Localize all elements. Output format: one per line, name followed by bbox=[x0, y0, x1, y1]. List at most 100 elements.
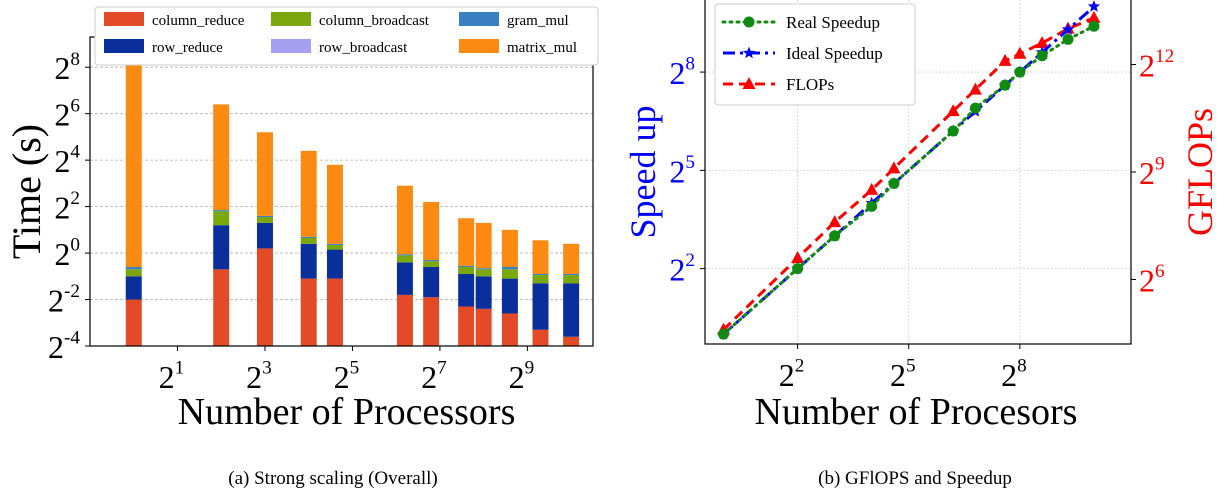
bar-row_reduce bbox=[423, 267, 440, 298]
left-ytick-label: 2-2 bbox=[48, 281, 80, 318]
right-x-axis-label: Number of Procesors bbox=[755, 391, 1078, 433]
right-left-ytick-label-exp: 8 bbox=[685, 54, 695, 75]
left-xtick-label-exp: 9 bbox=[525, 358, 535, 379]
right-right-ytick-label-exp: 6 bbox=[1155, 261, 1165, 282]
legend-marker-Real Speedup bbox=[743, 16, 755, 28]
left-ytick-label-exp: 0 bbox=[70, 235, 80, 256]
legend-swatch-row_broadcast bbox=[271, 39, 311, 53]
left-ytick-label-base: 2 bbox=[48, 283, 64, 319]
right-xtick-label-exp: 8 bbox=[1017, 356, 1027, 377]
series-point bbox=[866, 200, 878, 212]
right-right-y-axis-label: GFLOPs bbox=[1180, 108, 1220, 236]
left-legend: column_reduce column_broadcast gram_mulrow… bbox=[94, 6, 599, 66]
left-xtick-label-base: 2 bbox=[509, 359, 525, 395]
right-right-ytick-label: 26 bbox=[1139, 261, 1165, 298]
series-point bbox=[887, 161, 901, 174]
left-xtick-label-exp: 3 bbox=[262, 358, 272, 379]
bar-gram_mul bbox=[475, 268, 492, 270]
bar-column_broadcast bbox=[532, 275, 549, 284]
right-xtick-label-base: 2 bbox=[890, 357, 906, 393]
left-xtick-label-base: 2 bbox=[159, 359, 175, 395]
left-xtick-label-base: 2 bbox=[246, 359, 262, 395]
right-left-ytick-label: 28 bbox=[669, 54, 695, 91]
left-ytick-label: 26 bbox=[54, 95, 80, 132]
series-point bbox=[1013, 46, 1027, 59]
bar-column_reduce bbox=[213, 269, 230, 346]
left-ytick-label-base: 2 bbox=[54, 97, 70, 133]
left-xtick-label: 27 bbox=[421, 358, 447, 395]
left-x-ticks: 21 23 25 27 29 bbox=[159, 346, 535, 395]
bar-gram_mul bbox=[563, 273, 580, 276]
legend-swatch-gram_mul bbox=[459, 12, 499, 26]
right-plot-frame bbox=[704, 0, 1132, 345]
bar-row_reduce bbox=[563, 283, 580, 337]
legend-swatch-column_broadcast bbox=[271, 12, 311, 26]
series-point bbox=[969, 102, 981, 114]
legend-label-Ideal Speedup: Ideal Speedup bbox=[786, 44, 883, 63]
right-legend-box bbox=[714, 3, 916, 106]
series-point bbox=[1062, 33, 1074, 45]
left-xtick-label: 25 bbox=[334, 358, 360, 395]
bar-column_reduce bbox=[475, 308, 492, 346]
left-caption: (a) Strong scaling (Overall) bbox=[228, 468, 437, 489]
bar-gram_mul bbox=[326, 243, 343, 245]
bar-matrix_mul bbox=[423, 201, 440, 261]
bar-row_reduce bbox=[213, 225, 230, 270]
left-ytick-label-exp: 8 bbox=[70, 49, 80, 70]
bar-column_reduce bbox=[326, 278, 343, 346]
series-point bbox=[968, 82, 982, 95]
bar-row_reduce bbox=[475, 276, 492, 309]
left-ytick-label-exp: 2 bbox=[70, 188, 80, 209]
right-caption: (b) GFlOPS and Speedup bbox=[818, 468, 1012, 489]
bar-column_broadcast bbox=[501, 269, 518, 279]
right-left-ytick-label-base: 2 bbox=[669, 153, 685, 189]
bar-gram_mul bbox=[396, 254, 413, 256]
left-xtick-label-base: 2 bbox=[334, 359, 350, 395]
right-right-ytick-label-base: 2 bbox=[1139, 48, 1155, 84]
right-right-ytick-label-exp: 12 bbox=[1155, 46, 1174, 67]
legend-label-row_reduce: row_reduce bbox=[152, 40, 223, 56]
bar-row_reduce bbox=[458, 273, 475, 307]
right-right-ytick-label: 29 bbox=[1139, 154, 1165, 191]
bar-column_reduce bbox=[125, 299, 142, 346]
left-ytick-label-base: 2 bbox=[54, 190, 70, 226]
bar-column_broadcast bbox=[326, 244, 343, 250]
left-xtick-label-base: 2 bbox=[421, 359, 437, 395]
right-series bbox=[717, 0, 1101, 340]
bar-matrix_mul bbox=[458, 218, 475, 266]
bar-gram_mul bbox=[125, 267, 142, 270]
right-left-ytick-label: 25 bbox=[669, 152, 695, 189]
bar-column_reduce bbox=[563, 336, 580, 346]
right-xtick-label-base: 2 bbox=[1001, 357, 1017, 393]
right-left-y-axis-label: Speed up bbox=[623, 106, 663, 239]
bar-row_reduce bbox=[256, 222, 273, 249]
bar-row_reduce bbox=[300, 243, 317, 279]
series-point bbox=[828, 215, 842, 228]
left-ytick-label-base: 2 bbox=[54, 143, 70, 179]
right-right-ytick-label-base: 2 bbox=[1139, 155, 1155, 191]
left-ytick-label-exp: 6 bbox=[70, 95, 80, 116]
bar-matrix_mul bbox=[125, 53, 142, 268]
legend-label-gram_mul: gram_mul bbox=[507, 13, 569, 29]
series-point bbox=[1088, 20, 1100, 32]
legend-label-column_broadcast: column_broadcast bbox=[319, 13, 430, 29]
bar-column_broadcast bbox=[256, 217, 273, 223]
series-real-speedup bbox=[718, 20, 1100, 340]
left-ytick-label-exp: -4 bbox=[64, 328, 80, 349]
bar-column_reduce bbox=[458, 306, 475, 346]
legend-label-column_reduce: column_reduce bbox=[152, 13, 245, 29]
right-right-ytick-label: 212 bbox=[1139, 46, 1174, 83]
left-xtick-label-exp: 5 bbox=[350, 358, 360, 379]
bar-row_reduce bbox=[532, 283, 549, 330]
left-ytick-label: 24 bbox=[54, 142, 80, 179]
left-xtick-label-exp: 1 bbox=[175, 358, 185, 379]
left-ytick-label: 22 bbox=[54, 188, 80, 225]
bar-column_reduce bbox=[423, 297, 440, 346]
bar-column_broadcast bbox=[300, 237, 317, 244]
right-right-ytick-label-exp: 9 bbox=[1155, 154, 1165, 175]
bar-column_broadcast bbox=[563, 275, 580, 284]
